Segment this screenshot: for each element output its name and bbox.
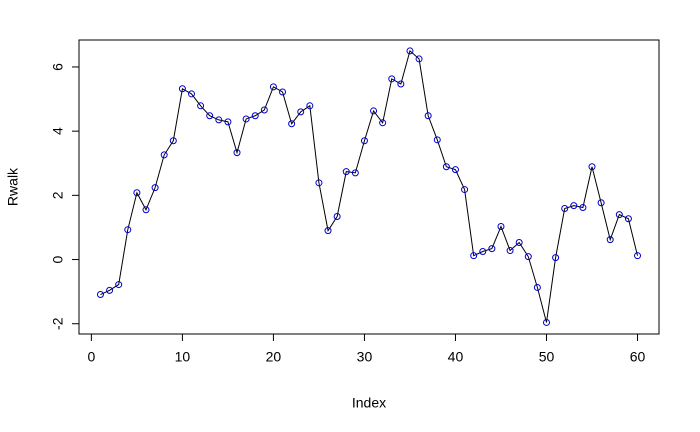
point	[579, 204, 587, 212]
point	[324, 227, 332, 235]
point	[388, 75, 396, 83]
point	[406, 47, 414, 55]
point	[433, 136, 441, 144]
x-tick-label: 40	[448, 349, 464, 365]
point	[215, 116, 223, 124]
point	[479, 248, 487, 256]
point	[288, 120, 296, 128]
point	[260, 106, 268, 114]
point	[533, 283, 541, 291]
x-tick-label: 60	[630, 349, 646, 365]
point	[106, 286, 114, 294]
point	[415, 55, 423, 63]
line	[100, 50, 639, 323]
x-tick-label: 10	[175, 349, 191, 365]
point	[233, 149, 241, 157]
point	[451, 166, 459, 174]
point	[115, 281, 123, 289]
point	[224, 118, 232, 126]
y-tick-label: 0	[50, 255, 66, 263]
point	[133, 189, 141, 197]
x-tick-label: 0	[87, 349, 95, 365]
point	[561, 205, 569, 213]
point	[424, 112, 432, 120]
point	[360, 137, 368, 145]
point	[251, 112, 259, 120]
point	[488, 245, 496, 253]
plot-frame	[78, 39, 660, 335]
point	[151, 184, 159, 192]
point	[160, 151, 168, 159]
point	[634, 252, 642, 260]
point	[615, 211, 623, 219]
point	[206, 112, 214, 120]
point	[306, 102, 314, 110]
point	[397, 80, 405, 88]
point	[96, 291, 104, 299]
point	[269, 83, 277, 91]
point	[370, 107, 378, 115]
point	[333, 213, 341, 221]
y-tick-label: 4	[50, 127, 66, 135]
point	[315, 179, 323, 187]
point	[124, 226, 132, 234]
x-tick-label: 30	[357, 349, 373, 365]
point	[570, 202, 578, 210]
point	[515, 239, 523, 247]
point	[497, 222, 505, 230]
point	[379, 119, 387, 127]
point	[188, 90, 196, 98]
point	[297, 108, 305, 116]
point	[461, 186, 469, 194]
point	[588, 163, 596, 171]
y-tick-label: -2	[50, 317, 66, 330]
point	[242, 115, 250, 123]
x-tick-label: 50	[539, 349, 555, 365]
point	[442, 163, 450, 171]
point	[351, 169, 359, 177]
point	[506, 247, 514, 255]
point	[597, 199, 605, 207]
point	[169, 137, 177, 145]
point	[606, 236, 614, 244]
point	[279, 88, 287, 96]
point	[342, 168, 350, 176]
point	[524, 253, 532, 261]
point	[552, 254, 560, 262]
x-tick-label: 20	[266, 349, 282, 365]
point	[197, 102, 205, 110]
point	[142, 206, 150, 214]
point	[542, 318, 550, 326]
y-tick-label: 2	[50, 191, 66, 199]
point	[178, 85, 186, 93]
x-axis-label: Index	[352, 395, 386, 411]
point	[624, 215, 632, 223]
point	[470, 252, 478, 260]
y-axis-label: Rwalk	[5, 167, 21, 206]
y-tick-label: 6	[50, 63, 66, 71]
